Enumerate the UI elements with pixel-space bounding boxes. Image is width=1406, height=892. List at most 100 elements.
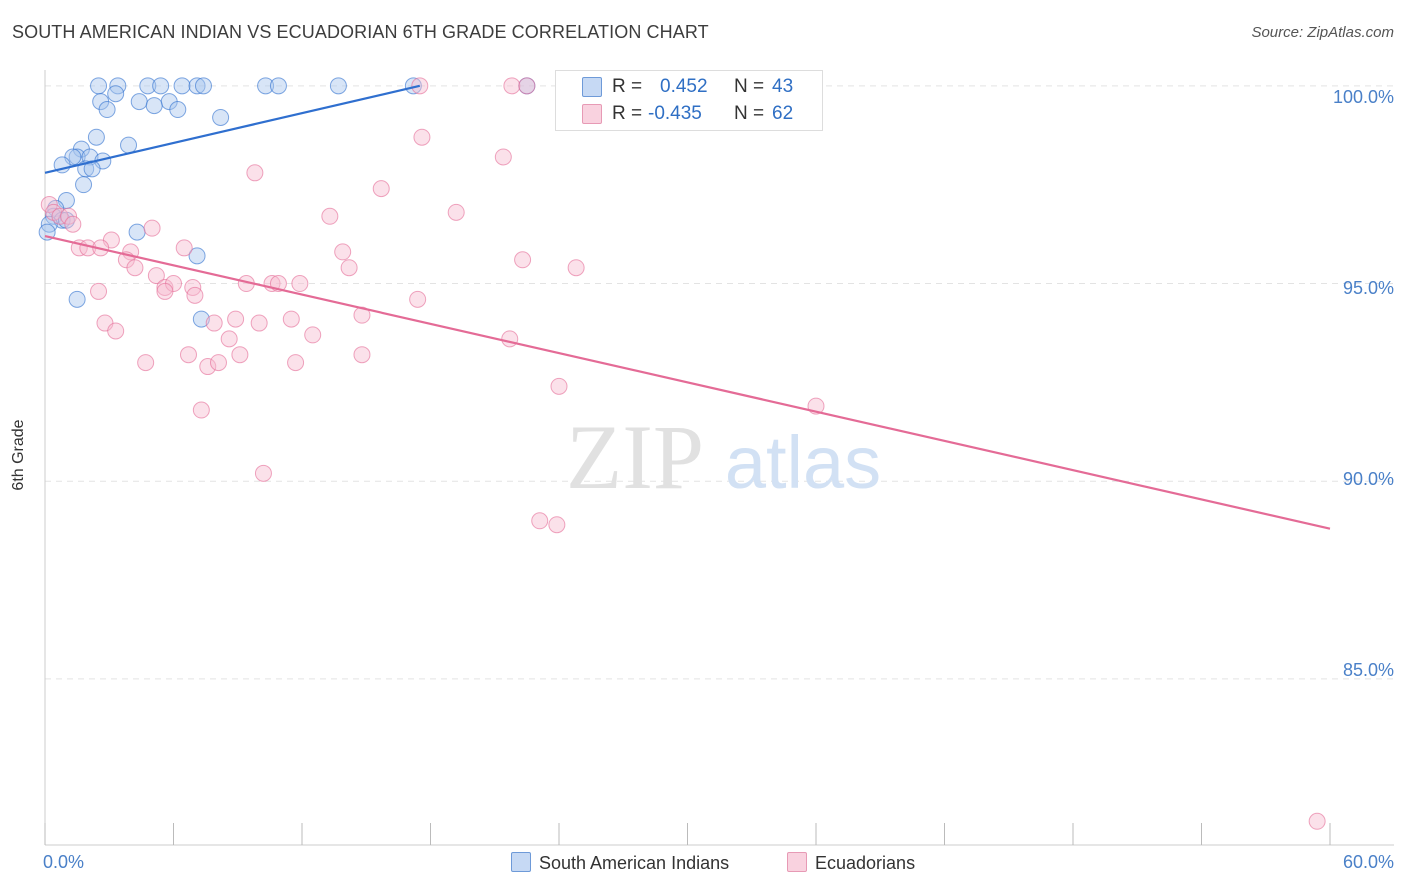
legend-swatch-blue — [511, 852, 531, 872]
point-south-american-indian — [128, 223, 146, 241]
point-south-american-indian — [192, 310, 210, 328]
point-ecuadorian — [503, 77, 521, 95]
y-tick-label: 90.0% — [1342, 469, 1394, 489]
y-tick-label: 85.0% — [1342, 660, 1394, 680]
point-south-american-indian — [107, 85, 125, 103]
point-south-american-indian — [194, 77, 212, 95]
chart-title: SOUTH AMERICAN INDIAN VS ECUADORIAN 6TH … — [12, 22, 709, 42]
point-ecuadorian — [501, 330, 519, 348]
trend-line-ecuadorians — [44, 234, 1331, 530]
point-ecuadorian — [447, 203, 465, 221]
point-ecuadorian — [531, 512, 549, 530]
point-ecuadorian — [291, 275, 309, 293]
point-ecuadorian — [209, 354, 227, 372]
point-ecuadorian — [175, 239, 193, 257]
point-ecuadorian — [409, 290, 427, 308]
legend-label: Ecuadorians — [815, 853, 916, 873]
point-ecuadorian — [231, 346, 249, 364]
y-tick-label: 95.0% — [1342, 278, 1394, 298]
point-ecuadorian — [1308, 812, 1326, 830]
stats-box: R = 0.452 N = 43 R = -0.435 N = 62 — [555, 70, 823, 131]
point-ecuadorian — [107, 322, 125, 340]
point-ecuadorian — [156, 278, 174, 296]
point-ecuadorian — [413, 128, 431, 146]
n-label: N = — [734, 76, 765, 97]
n-label: N = — [734, 103, 765, 124]
point-ecuadorian — [64, 215, 82, 233]
point-south-american-indian — [404, 77, 422, 95]
point-ecuadorian — [567, 259, 585, 277]
point-ecuadorian — [353, 346, 371, 364]
point-ecuadorian — [334, 243, 352, 261]
point-south-american-indian — [257, 77, 275, 95]
point-ecuadorian — [220, 330, 238, 348]
point-south-american-indian — [188, 247, 206, 265]
point-ecuadorian — [179, 346, 197, 364]
point-south-american-indian — [87, 128, 105, 146]
point-ecuadorian — [156, 282, 174, 300]
point-ecuadorian — [227, 310, 245, 328]
point-ecuadorian — [199, 358, 217, 376]
point-ecuadorian — [192, 401, 210, 419]
trend-line-south-american-indians — [44, 84, 421, 174]
point-ecuadorian — [282, 310, 300, 328]
point-ecuadorian — [548, 516, 566, 534]
point-ecuadorian — [321, 207, 339, 225]
point-south-american-indian — [38, 223, 56, 241]
legend-item-ecuadorians: Ecuadorians — [787, 852, 915, 874]
r-value: -0.435 — [648, 103, 702, 124]
point-south-american-indian — [169, 101, 187, 119]
point-south-american-indian — [329, 77, 347, 95]
stats-swatch-pink — [582, 104, 602, 124]
n-value: 62 — [772, 103, 794, 124]
point-ecuadorian — [518, 77, 536, 95]
point-south-american-indian — [212, 108, 230, 126]
legend-label: South American Indians — [539, 853, 730, 873]
point-ecuadorian — [137, 354, 155, 372]
r-label: R = — [612, 76, 643, 97]
y-tick-label: 100.0% — [1332, 87, 1394, 107]
point-south-american-indian — [188, 77, 206, 95]
axes — [44, 70, 1394, 846]
legend-swatch-pink — [787, 852, 807, 872]
point-south-american-indian — [75, 176, 93, 194]
point-ecuadorian — [205, 314, 223, 332]
point-south-american-indian — [152, 77, 170, 95]
point-ecuadorian — [494, 148, 512, 166]
point-ecuadorian — [304, 326, 322, 344]
point-ecuadorian — [126, 259, 144, 277]
trend-lines — [44, 84, 1331, 530]
point-ecuadorian — [40, 195, 58, 213]
point-south-american-indian — [145, 97, 163, 115]
point-ecuadorian — [514, 251, 532, 269]
point-ecuadorian — [372, 180, 390, 198]
point-ecuadorian — [186, 286, 204, 304]
point-south-american-indian — [269, 77, 287, 95]
data-points — [38, 77, 1326, 830]
legend-item-south-american-indians: South American Indians — [511, 852, 729, 874]
n-value: 43 — [772, 76, 794, 97]
point-ecuadorian — [250, 314, 268, 332]
point-south-american-indian — [98, 101, 116, 119]
point-ecuadorian — [254, 464, 272, 482]
point-south-american-indian — [90, 77, 108, 95]
source-credit: Source: ZipAtlas.com — [1251, 24, 1394, 41]
point-south-american-indian — [120, 136, 138, 154]
point-south-american-indian — [68, 290, 86, 308]
point-south-american-indian — [130, 93, 148, 111]
r-label: R = — [612, 103, 643, 124]
point-south-american-indian — [173, 77, 191, 95]
stats-swatch-blue — [582, 77, 602, 97]
point-ecuadorian — [90, 282, 108, 300]
watermark-atlas: atlas — [725, 421, 881, 504]
watermark-zip: ZIP — [566, 406, 704, 508]
x-tick-label-min: 0.0% — [43, 852, 85, 872]
point-ecuadorian — [147, 267, 165, 285]
point-ecuadorian — [60, 207, 78, 225]
point-ecuadorian — [51, 207, 69, 225]
r-value: 0.452 — [660, 76, 708, 97]
point-ecuadorian — [340, 259, 358, 277]
point-ecuadorian — [550, 377, 568, 395]
point-ecuadorian — [287, 354, 305, 372]
